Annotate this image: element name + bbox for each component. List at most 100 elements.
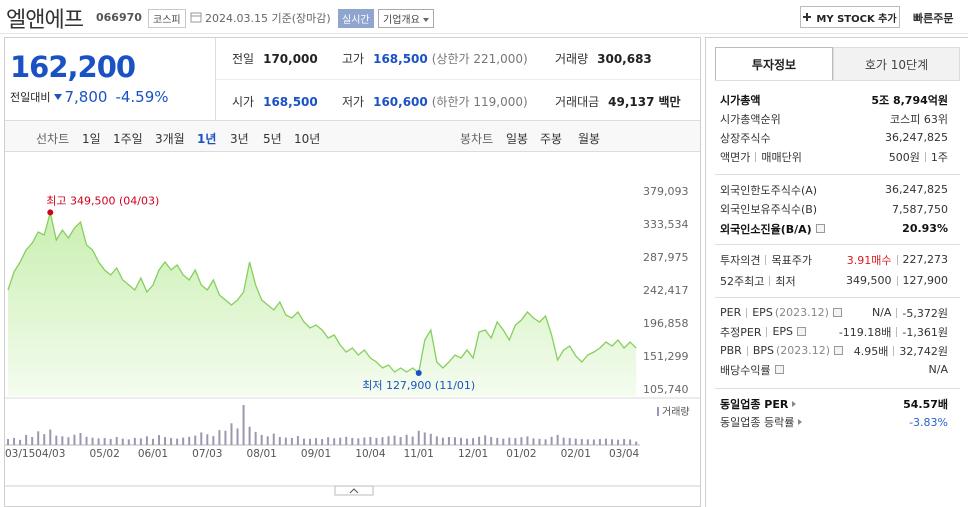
- candle-tab[interactable]: 월봉: [578, 132, 601, 146]
- volume-bar: [176, 438, 179, 445]
- date: 2024.03.15: [205, 12, 268, 25]
- value: 54.57배: [903, 397, 948, 411]
- row-label: 추정PER EPS: [720, 324, 839, 340]
- row-label: 상장주식수: [720, 130, 885, 146]
- separator: [893, 345, 895, 356]
- period-tab[interactable]: 1일: [82, 132, 101, 146]
- volume-bar: [254, 431, 257, 445]
- row-value: 코스피 63위: [890, 111, 948, 127]
- realtime-button[interactable]: 실시간: [338, 9, 374, 28]
- volume-bar: [67, 437, 70, 445]
- info-row: 외국인소진율(B/A) 20.93%: [720, 219, 948, 238]
- label: PBR: [720, 344, 742, 357]
- overview-button[interactable]: 기업개요: [378, 9, 434, 28]
- label: 매매단위: [761, 150, 802, 164]
- info-tab[interactable]: 투자정보: [715, 47, 833, 81]
- plus-icon: [803, 13, 812, 21]
- separator: [896, 254, 898, 265]
- value: -1,361원: [902, 325, 948, 339]
- info-row: 시가총액 5조 8,794억원: [720, 90, 948, 109]
- period-tab[interactable]: 1년: [197, 132, 217, 146]
- y-tick-label: 379,093: [643, 185, 689, 198]
- value: 500원: [888, 150, 920, 164]
- period-tab[interactable]: 10년: [294, 132, 321, 146]
- volume-bar: [429, 433, 432, 445]
- period-tab[interactable]: 5년: [263, 132, 282, 146]
- volume-bar: [532, 438, 535, 445]
- volume-bar: [550, 436, 553, 445]
- separator: [766, 326, 768, 337]
- row-value: 3.91매수 227,273: [847, 252, 948, 268]
- volume-bar: [73, 434, 76, 445]
- separator: [746, 345, 748, 356]
- volume-bar: [623, 439, 626, 445]
- row-label: 액면가 매매단위: [720, 149, 889, 165]
- stat-value: 49,137: [608, 95, 655, 109]
- row-value: -119.18배 -1,361원: [839, 324, 948, 340]
- volume-bar: [194, 435, 197, 445]
- stat-label: 거래대금: [555, 95, 600, 109]
- label: 액면가: [720, 150, 751, 164]
- volume-bar: [97, 438, 100, 445]
- stat-label: 거래량: [555, 52, 589, 66]
- help-icon[interactable]: [815, 224, 825, 233]
- volume-bar: [520, 437, 523, 445]
- link-icon[interactable]: [792, 400, 797, 407]
- link-icon[interactable]: [798, 419, 803, 425]
- section-divider: [715, 297, 960, 298]
- help-icon[interactable]: [774, 365, 784, 374]
- my-stock-label: MY STOCK 추가: [816, 13, 897, 25]
- quick-order-button[interactable]: 빠른주문: [913, 12, 954, 25]
- help-icon[interactable]: [797, 327, 807, 336]
- row-value: 36,247,825: [885, 183, 948, 196]
- row-label: 동일업종 등락률: [720, 414, 909, 430]
- volume-bar: [568, 438, 571, 445]
- my-stock-button[interactable]: MY STOCK 추가: [800, 6, 900, 28]
- value: 3.91매수: [846, 253, 892, 267]
- label: EPS: [752, 306, 773, 319]
- volume-bar: [453, 437, 456, 445]
- divider: [216, 79, 700, 80]
- volume-bar: [242, 405, 245, 445]
- volume-bar: [85, 436, 88, 445]
- separator: [924, 151, 926, 162]
- volume-bar: [357, 438, 360, 445]
- candle-tab[interactable]: 주봉: [540, 132, 563, 146]
- volume-bar: [61, 436, 64, 445]
- period-tab[interactable]: 3개월: [155, 132, 185, 146]
- divider: [5, 120, 700, 121]
- stat-note: (상한가 221,000): [431, 52, 528, 66]
- help-icon[interactable]: [834, 346, 844, 355]
- row-value: 54.57배: [903, 396, 948, 412]
- volume-bar: [629, 439, 632, 445]
- volume-bar: [236, 428, 239, 445]
- help-icon[interactable]: [832, 308, 842, 317]
- volume-bar: [7, 439, 9, 445]
- collapse-button[interactable]: [334, 485, 374, 496]
- x-tick-label: 02/01: [561, 448, 591, 460]
- label: 52주최고: [720, 274, 765, 288]
- info-row: 투자의견 목표주가 3.91매수 227,273: [720, 250, 948, 269]
- x-tick-label: 05/02: [90, 448, 120, 460]
- x-tick-label: 06/01: [138, 448, 168, 460]
- candle-tab[interactable]: 일봉: [506, 132, 529, 146]
- label: 외국인한도주식수(A): [720, 183, 818, 197]
- market-badge: 코스피: [148, 9, 186, 28]
- row-value: 20.93%: [902, 222, 948, 235]
- volume-bar: [218, 430, 221, 445]
- volume-bar: [25, 434, 28, 445]
- period: (2023.12): [774, 306, 829, 319]
- value: N/A: [928, 363, 948, 376]
- period-tab[interactable]: 3년: [230, 132, 249, 146]
- period-tab[interactable]: 1주일: [113, 132, 143, 146]
- volume-bar: [31, 437, 34, 445]
- info-row: 상장주식수 36,247,825: [720, 128, 948, 147]
- volume-bar: [586, 439, 589, 445]
- current-price: 162,200: [10, 50, 136, 84]
- volume-bar: [206, 434, 209, 445]
- orderbook-tab[interactable]: 호가 10단계: [833, 47, 960, 81]
- info-row: 동일업종 등락률 -3.83%: [720, 413, 948, 432]
- volume-bar: [526, 436, 529, 445]
- stat: 고가 168,500 (상한가 221,000): [342, 50, 528, 67]
- value: 227,273: [902, 253, 949, 266]
